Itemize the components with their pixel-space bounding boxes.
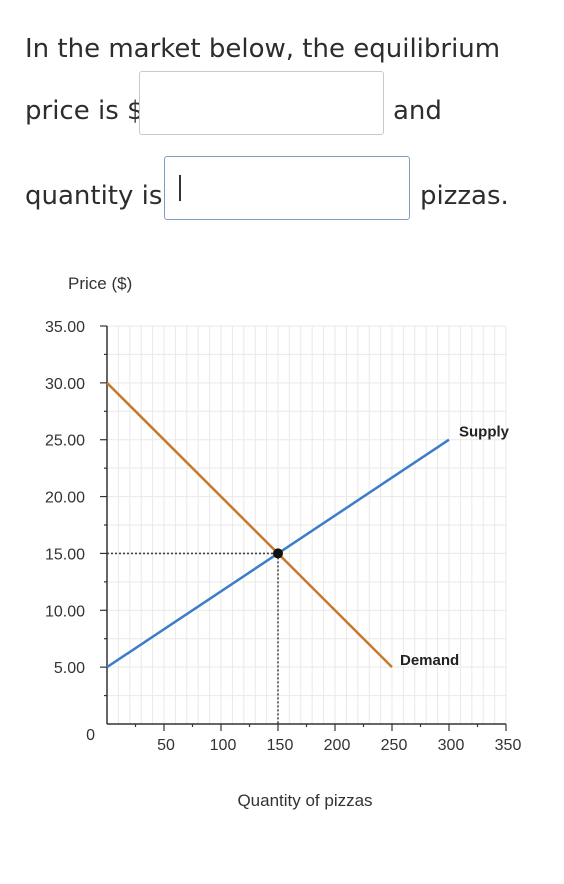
x-tick-label: 150 [267, 737, 294, 754]
equilibrium-point [273, 548, 283, 559]
x-tick-label: 200 [324, 737, 351, 754]
demand-label: Demand [400, 652, 459, 669]
x-tick-label: 50 [157, 737, 175, 754]
y-tick-label: 10.00 [45, 603, 85, 620]
quantity-prefix: quantity is [25, 181, 163, 211]
x-tick-label: 350 [495, 737, 522, 754]
quantity-suffix: pizzas. [420, 181, 509, 211]
price-prefix: price is $ [25, 96, 144, 126]
y-axis-label: Price ($) [68, 274, 132, 293]
x-tick-label: 250 [381, 737, 408, 754]
x-axis-label: Quantity of pizzas [237, 791, 372, 810]
origin-label: 0 [86, 727, 95, 744]
text-cursor [179, 175, 181, 201]
y-tick-label: 30.00 [45, 376, 85, 393]
price-input[interactable] [139, 71, 384, 135]
y-tick-label: 5.00 [54, 660, 85, 677]
demand-curve [106, 381, 393, 669]
y-tick-label: 20.00 [45, 490, 85, 507]
y-tick-label: 25.00 [45, 433, 85, 450]
y-tick-label: 15.00 [45, 546, 85, 563]
quantity-input[interactable] [164, 156, 410, 220]
y-tick-label: 35.00 [45, 319, 85, 336]
supply-label: Supply [459, 424, 510, 441]
x-tick-label: 100 [210, 737, 237, 754]
x-tick-label: 300 [438, 737, 465, 754]
price-suffix: and [393, 96, 442, 126]
question-line1: In the market below, the equilibrium [25, 34, 501, 64]
